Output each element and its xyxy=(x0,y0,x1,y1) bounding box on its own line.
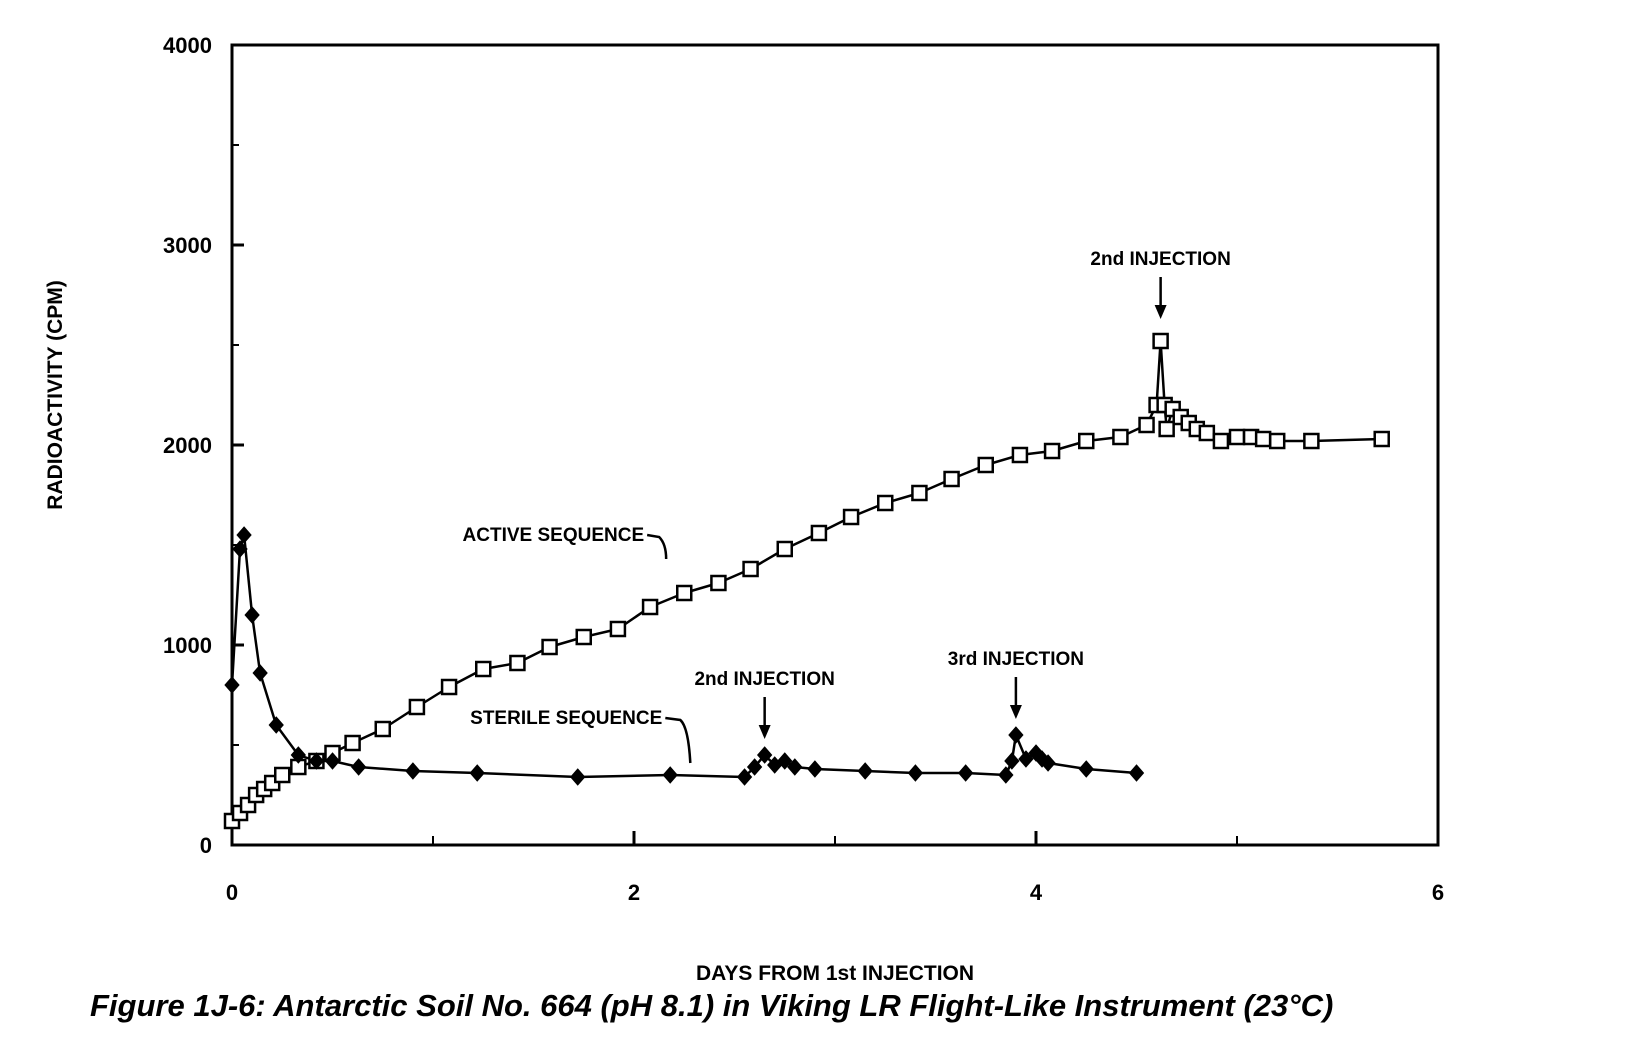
x-axis-ticks: 0 2 4 6 xyxy=(226,831,1444,905)
x-axis-label: DAYS FROM 1st INJECTION xyxy=(696,962,974,985)
active-data-point xyxy=(1043,442,1061,460)
active-data-point xyxy=(911,484,928,502)
injection-arrow-head xyxy=(758,725,771,739)
sterile-data-point xyxy=(1008,726,1024,744)
sterile-data-point xyxy=(570,768,586,786)
annotation-active-sequence: ACTIVE SEQUENCE xyxy=(463,525,645,546)
y-axis-ticks: 0 1000 2000 3000 4000 xyxy=(163,33,244,858)
active-data-point xyxy=(710,574,727,592)
sterile-data-point xyxy=(807,760,823,778)
active-data-point xyxy=(475,660,492,678)
series-markers xyxy=(223,332,1390,830)
series-line-active xyxy=(231,339,1382,822)
active-data-point xyxy=(1198,424,1216,442)
annotation-leader-sterile xyxy=(665,716,692,764)
active-data-point xyxy=(1228,428,1246,446)
active-data-point xyxy=(641,598,659,616)
sterile-data-point xyxy=(907,764,924,782)
x-tick-label: 2 xyxy=(628,880,640,905)
active-data-point xyxy=(344,734,361,752)
annotation-injection: 3rd INJECTION xyxy=(948,649,1084,670)
active-data-point xyxy=(1011,446,1029,464)
y-tick-label: 1000 xyxy=(163,633,212,658)
active-data-point xyxy=(742,560,759,578)
active-data-point xyxy=(575,628,592,646)
active-data-point xyxy=(1212,432,1230,450)
sterile-data-point xyxy=(308,752,325,770)
active-data-point xyxy=(374,720,391,738)
y-tick-label: 3000 xyxy=(163,233,212,258)
annotation-sterile-sequence: STERILE SEQUENCE xyxy=(470,708,662,729)
injection-arrow-head xyxy=(1154,305,1167,319)
annotation-injection: 2nd INJECTION xyxy=(1090,249,1230,270)
sterile-data-point xyxy=(244,606,260,624)
x-tick-label: 0 xyxy=(226,880,238,905)
sterile-data-point xyxy=(1004,752,1020,770)
active-data-point xyxy=(1158,420,1175,438)
sterile-data-point xyxy=(350,758,367,776)
sterile-data-point xyxy=(662,766,678,784)
active-data-point xyxy=(1138,416,1155,434)
y-tick-label: 4000 xyxy=(163,33,212,58)
sterile-data-point xyxy=(1078,760,1094,778)
active-data-point xyxy=(1254,430,1272,448)
active-data-point xyxy=(810,524,828,542)
sterile-data-point xyxy=(787,758,803,776)
y-tick-label: 2000 xyxy=(163,433,212,458)
y-axis-label: RADIOACTIVITY (CPM) xyxy=(44,280,67,509)
active-data-point xyxy=(943,470,960,488)
sterile-data-point xyxy=(957,764,974,782)
sterile-data-point xyxy=(232,540,248,558)
active-data-point xyxy=(1152,332,1169,350)
sterile-data-point xyxy=(252,664,268,682)
active-data-point xyxy=(877,494,894,512)
active-data-point xyxy=(977,456,994,474)
active-data-point xyxy=(1268,432,1286,450)
annotation-injection: 2nd INJECTION xyxy=(694,669,834,690)
active-data-point xyxy=(1112,428,1129,446)
active-data-point xyxy=(776,540,793,558)
active-data-point xyxy=(842,508,860,526)
annotations: ACTIVE SEQUENCE STERILE SEQUENCE 2nd INJEC… xyxy=(463,249,1231,764)
x-tick-label: 4 xyxy=(1030,880,1043,905)
active-data-point xyxy=(1373,430,1390,448)
sterile-data-point xyxy=(736,768,753,786)
sterile-data-point xyxy=(290,746,306,764)
sterile-data-point xyxy=(1018,750,1034,768)
annotation-leader-active xyxy=(646,533,668,560)
active-data-point xyxy=(509,654,526,672)
sterile-data-point xyxy=(746,758,763,776)
active-data-point xyxy=(1303,432,1320,450)
x-tick-label: 6 xyxy=(1432,880,1444,905)
active-data-point xyxy=(609,620,627,638)
y-tick-label: 0 xyxy=(200,833,212,858)
sterile-data-point xyxy=(224,676,240,694)
active-data-point xyxy=(408,698,426,716)
sterile-data-point xyxy=(857,762,873,780)
sterile-data-point xyxy=(268,716,284,734)
active-data-point xyxy=(440,678,458,696)
figure-caption: Figure 1J-6: Antarctic Soil No. 664 (pH … xyxy=(90,988,1334,1023)
active-data-point xyxy=(1078,432,1095,450)
sterile-data-point xyxy=(756,746,773,764)
sterile-data-point xyxy=(236,526,252,544)
sterile-data-point xyxy=(469,764,485,782)
sterile-data-point xyxy=(998,766,1014,784)
active-data-point xyxy=(676,584,693,602)
sterile-data-point xyxy=(777,752,793,770)
active-data-point xyxy=(541,638,558,656)
sterile-data-point xyxy=(1128,764,1145,782)
series-lines xyxy=(230,339,1382,822)
sterile-data-point xyxy=(1040,754,1056,772)
injection-arrow-head xyxy=(1009,705,1022,719)
sterile-data-point xyxy=(405,762,421,780)
active-data-point xyxy=(274,766,291,784)
sterile-data-point xyxy=(324,752,341,770)
